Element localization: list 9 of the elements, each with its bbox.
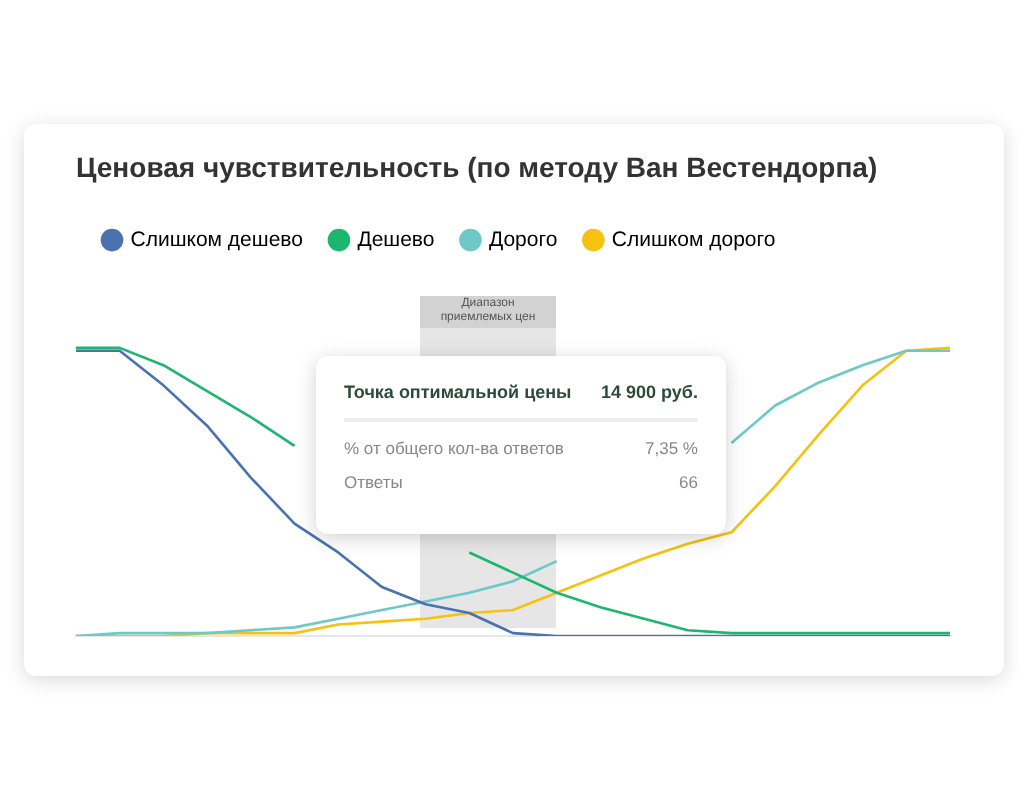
legend-label: Слишком дешево (130, 227, 304, 252)
legend-label: Дорого (488, 227, 558, 252)
annotation: 14 900 руб. (601, 382, 698, 402)
annotation: Ответы (344, 472, 403, 492)
chart-title: Ценовая чувствительность (по методу Ван Вестендорпа) (76, 150, 878, 183)
legend-label: Слишком дорого (611, 227, 776, 252)
annotation: 66 (679, 472, 698, 492)
legend-label: Дешево (357, 227, 435, 252)
annotation: 7,35 % (645, 438, 698, 458)
